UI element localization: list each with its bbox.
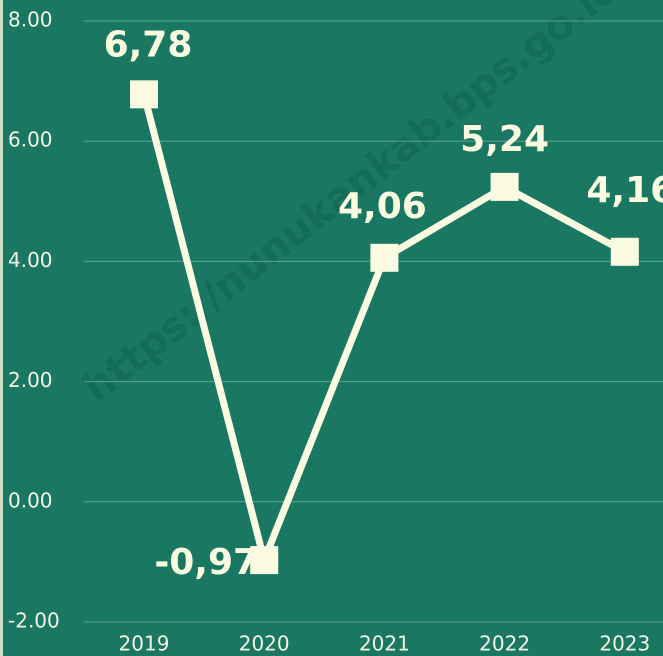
marker (370, 243, 399, 272)
y-tick-label: 2.00 (8, 368, 53, 392)
y-tick-label: 6.00 (8, 128, 53, 152)
marker (130, 80, 158, 109)
y-tick-label: 8.00 (8, 8, 53, 32)
data-label: -0,97 (154, 542, 258, 583)
data-label: 4,16 (586, 170, 663, 211)
data-label: 4,06 (338, 186, 427, 227)
x-tick-label: 2021 (359, 632, 410, 656)
marker (610, 237, 639, 266)
y-tick-label: -2.00 (8, 609, 60, 633)
x-tick-label: 2022 (479, 632, 530, 656)
y-tick-label: 0.00 (8, 488, 53, 512)
left-edge (0, 0, 3, 656)
marker (490, 172, 519, 201)
data-label: 5,24 (460, 119, 549, 160)
x-tick-label: 2023 (599, 632, 650, 656)
x-tick-label: 2019 (119, 632, 170, 656)
data-label: 6,78 (104, 24, 193, 65)
x-tick-label: 2020 (239, 632, 290, 656)
marker (250, 546, 279, 575)
y-tick-label: 4.00 (8, 248, 53, 272)
